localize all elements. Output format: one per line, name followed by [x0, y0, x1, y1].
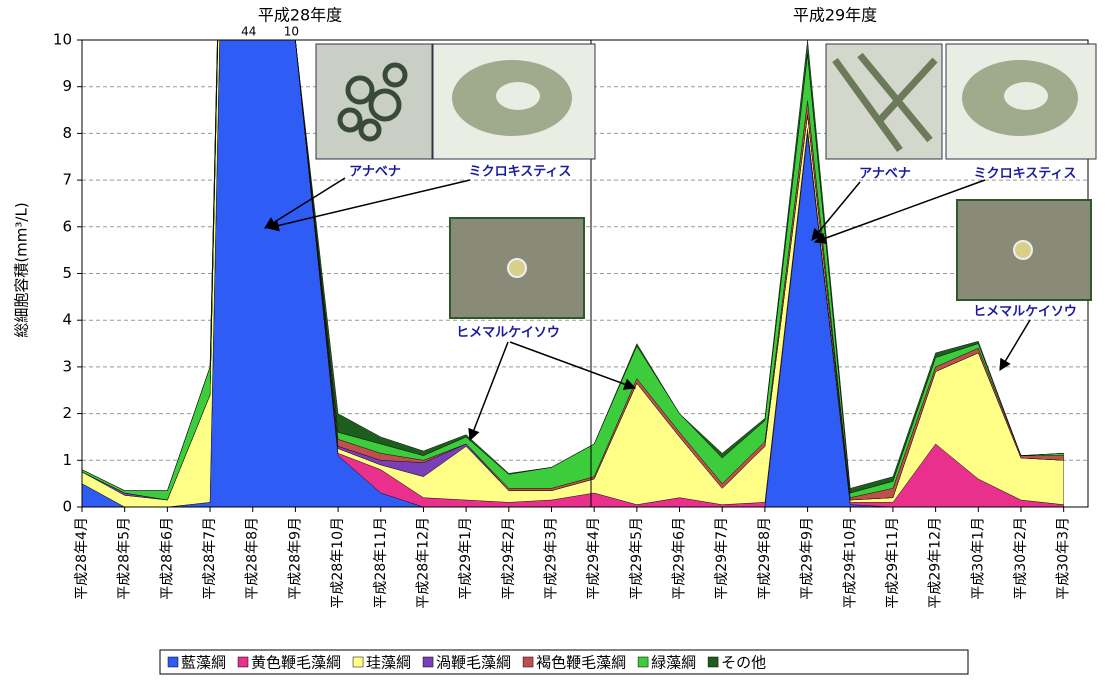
legend-label: その他	[721, 654, 766, 672]
x-tick-label: 平成30年3月	[1056, 517, 1072, 600]
x-tick-label: 平成28年8月	[245, 517, 261, 600]
annotation: ミクロキスティス	[469, 165, 572, 180]
x-tick-label: 平成29年7月	[714, 517, 730, 600]
x-tick-label: 平成29年11月	[885, 517, 901, 609]
x-tick-label: 平成30年2月	[1013, 517, 1029, 600]
x-tick-label: 平成29年2月	[501, 517, 517, 600]
legend-label: 黄色鞭毛藻綱	[251, 654, 341, 672]
arrows	[263, 177, 1031, 442]
x-tick-label: 平成28年5月	[117, 517, 133, 600]
x-tick-label: 平成28年10月	[330, 517, 346, 609]
x-tick-label: 平成28年6月	[159, 517, 175, 600]
x-tick-label: 平成28年7月	[202, 517, 218, 600]
annotation: アナベナ	[859, 167, 911, 182]
annotation: ヒメマルケイソウ	[973, 305, 1077, 320]
x-tick-label: 平成28年4月	[74, 517, 90, 600]
y-tick-label: 9	[62, 77, 72, 95]
x-tick-label: 平成28年12月	[415, 517, 431, 609]
legend-frame	[159, 649, 969, 675]
y-tick-label: 1	[62, 451, 72, 469]
y-tick-label: 6	[62, 217, 72, 235]
annotation: アナベナ	[349, 165, 401, 180]
data-label: 10	[284, 25, 299, 39]
year-label: 平成28年度	[258, 6, 342, 25]
y-tick-label: 3	[62, 357, 72, 375]
y-tick-label: 8	[62, 124, 72, 142]
y-tick-label: 0	[62, 498, 72, 516]
annotation: ミクロキスティス	[974, 167, 1077, 182]
x-tick-label: 平成29年6月	[672, 517, 688, 600]
data-label: 44	[241, 25, 256, 39]
y-tick-label: 2	[62, 404, 72, 422]
legend-swatch	[422, 656, 434, 668]
x-tick-label: 平成29年9月	[800, 517, 816, 600]
legend-swatch	[522, 656, 534, 668]
x-tick-label: 平成29年10月	[842, 517, 858, 609]
x-tick-label: 平成29年3月	[543, 517, 559, 600]
legend-swatch	[237, 656, 249, 668]
annotation: ヒメマルケイソウ	[456, 326, 560, 341]
y-axis-label: 総細胞容積(mm³/L)	[13, 202, 31, 337]
legend-swatch	[352, 656, 364, 668]
x-tick-label: 平成28年11月	[373, 517, 389, 609]
x-tick-label: 平成29年1月	[458, 517, 474, 600]
legend-swatch	[637, 656, 649, 668]
legend-swatch	[167, 656, 179, 668]
year-label: 平成29年度	[793, 6, 877, 25]
legend-label: 緑藻綱	[651, 654, 696, 672]
legend-label: 珪藻綱	[366, 654, 411, 672]
x-tick-label: 平成30年1月	[970, 517, 986, 600]
legend-label: 藍藻綱	[181, 654, 226, 672]
legend-label: 褐色鞭毛藻綱	[536, 654, 626, 672]
micrograph	[315, 43, 1097, 319]
legend-swatch	[707, 656, 719, 668]
y-tick-label: 4	[62, 311, 72, 329]
legend-label: 渦鞭毛藻綱	[436, 654, 511, 672]
x-tick-label: 平成28年9月	[287, 517, 303, 600]
x-tick-label: 平成29年8月	[757, 517, 773, 600]
y-tick-label: 10	[53, 31, 72, 49]
x-tick-label: 平成29年12月	[928, 517, 944, 609]
x-tick-label: 平成29年5月	[629, 517, 645, 600]
y-tick-label: 5	[62, 264, 72, 282]
x-tick-label: 平成29年4月	[586, 517, 602, 600]
y-tick-label: 7	[62, 171, 72, 189]
